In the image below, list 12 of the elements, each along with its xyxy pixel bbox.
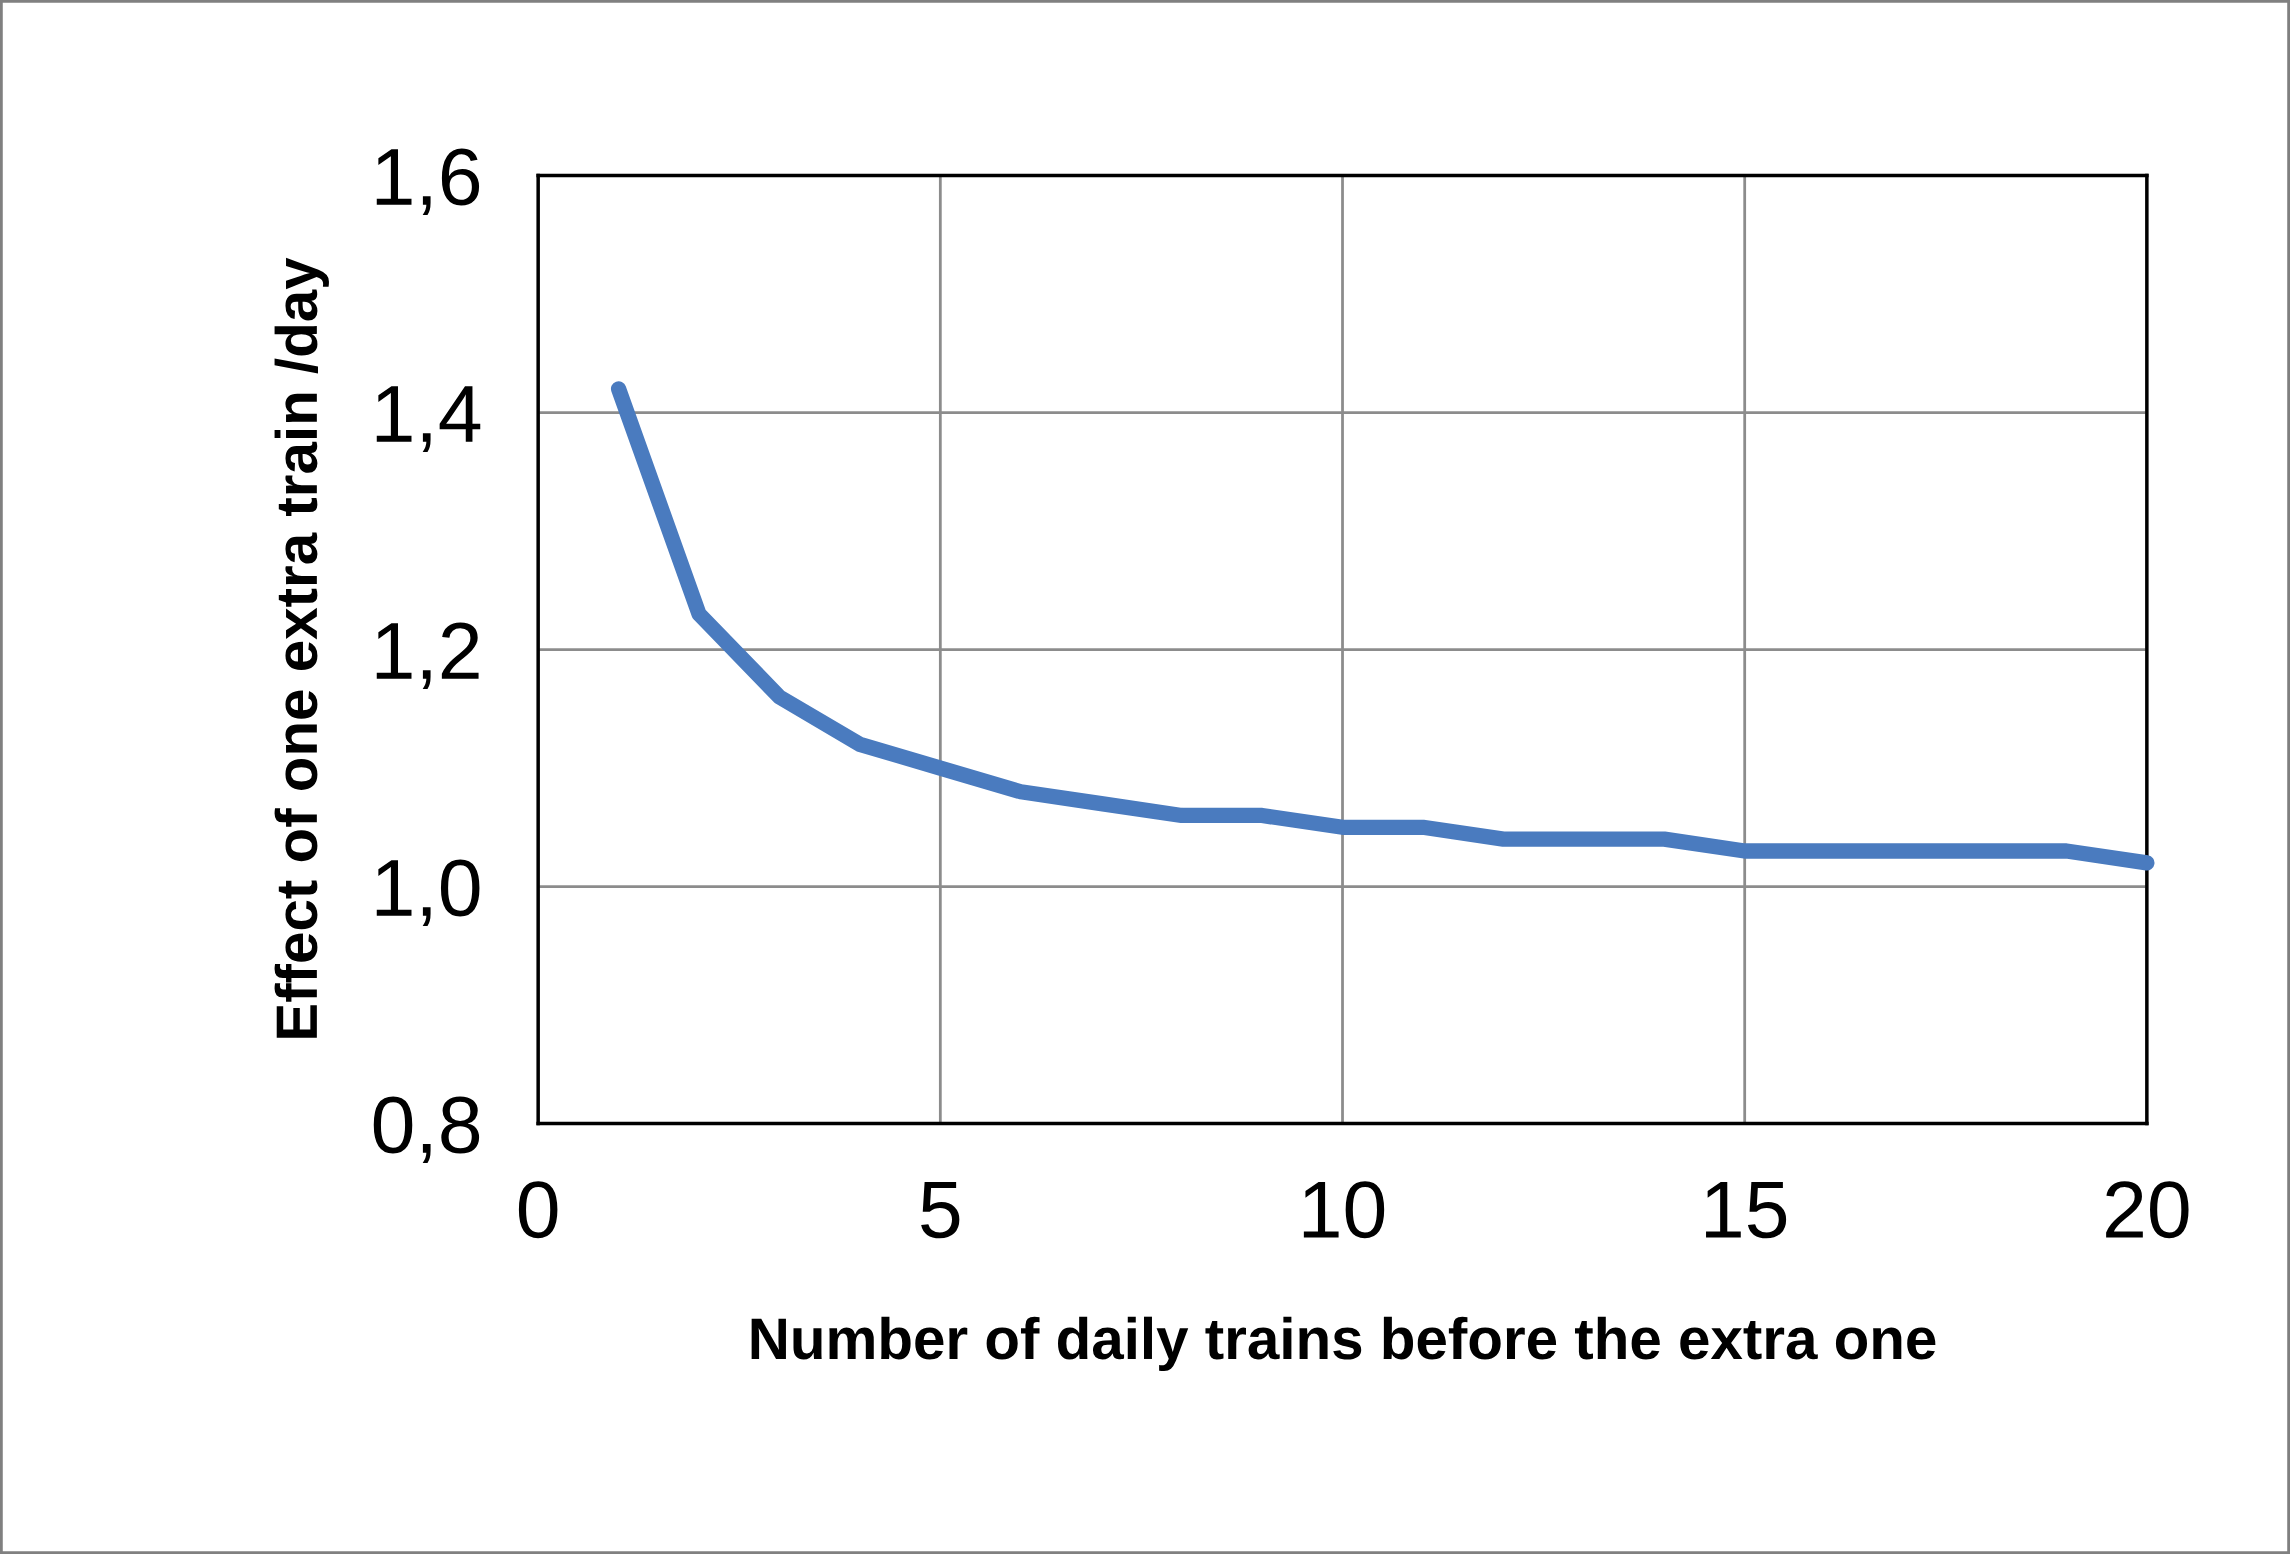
y-tick-label: 1,4 (376, 386, 481, 453)
x-tick-label: 0 (518, 1181, 558, 1239)
x-tick-label: 15 (1706, 1182, 1787, 1239)
x-tick-label: 5 (921, 1182, 960, 1239)
y-tick-label: 1,2 (376, 622, 479, 690)
y-tick-label: 1,0 (376, 859, 480, 927)
x-axis-title: Number of daily trains before the extra one (751, 1316, 1936, 1372)
x-tick-label: 10 (1303, 1181, 1385, 1239)
x-tick-label: 20 (2106, 1181, 2189, 1239)
y-axis-title: Effect of one extra train /day (274, 257, 329, 1038)
y-tick-label: 1,6 (376, 148, 480, 216)
y-tick-label: 0,8 (373, 1096, 480, 1164)
